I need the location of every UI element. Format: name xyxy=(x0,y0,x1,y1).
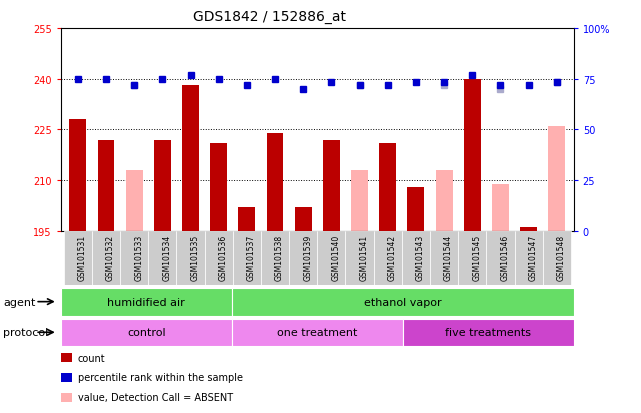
Text: one treatment: one treatment xyxy=(277,327,358,337)
Bar xyxy=(238,208,255,231)
Text: GSM101547: GSM101547 xyxy=(529,234,538,280)
Text: ethanol vapor: ethanol vapor xyxy=(364,297,442,307)
Bar xyxy=(379,144,396,231)
Bar xyxy=(492,184,509,231)
Bar xyxy=(458,231,487,285)
Text: value, Detection Call = ABSENT: value, Detection Call = ABSENT xyxy=(78,392,233,402)
Bar xyxy=(126,171,142,231)
Bar xyxy=(345,231,374,285)
Text: GSM101534: GSM101534 xyxy=(162,234,171,280)
Bar xyxy=(232,288,574,316)
Bar xyxy=(154,140,171,231)
Bar xyxy=(464,79,481,231)
Text: GSM101536: GSM101536 xyxy=(219,234,228,280)
Text: GSM101546: GSM101546 xyxy=(501,234,510,280)
Bar xyxy=(97,140,115,231)
Bar xyxy=(543,231,571,285)
Text: GSM101538: GSM101538 xyxy=(275,234,284,280)
Bar xyxy=(515,231,543,285)
Bar xyxy=(63,231,92,285)
Bar xyxy=(430,231,458,285)
Text: GSM101532: GSM101532 xyxy=(106,234,115,280)
Text: rank, Detection Call = ABSENT: rank, Detection Call = ABSENT xyxy=(78,412,228,413)
Text: GSM101541: GSM101541 xyxy=(360,234,369,280)
Text: GSM101531: GSM101531 xyxy=(78,234,87,280)
Text: GSM101533: GSM101533 xyxy=(134,234,143,280)
Text: GSM101539: GSM101539 xyxy=(303,234,312,280)
Text: control: control xyxy=(127,327,165,337)
Bar xyxy=(374,231,402,285)
Text: agent: agent xyxy=(3,297,36,307)
Text: percentile rank within the sample: percentile rank within the sample xyxy=(78,373,242,382)
Bar xyxy=(92,231,120,285)
Bar xyxy=(436,171,453,231)
Text: five treatments: five treatments xyxy=(445,327,531,337)
Text: GSM101543: GSM101543 xyxy=(416,234,425,280)
Bar xyxy=(204,231,233,285)
Bar xyxy=(232,319,403,346)
Text: GSM101540: GSM101540 xyxy=(331,234,340,280)
Bar xyxy=(176,231,204,285)
Bar xyxy=(289,231,317,285)
Bar xyxy=(402,231,430,285)
Text: GSM101542: GSM101542 xyxy=(388,234,397,280)
Bar xyxy=(233,231,261,285)
Bar xyxy=(69,120,87,231)
Text: GSM101537: GSM101537 xyxy=(247,234,256,280)
Text: GSM101548: GSM101548 xyxy=(557,234,566,280)
Bar xyxy=(351,171,368,231)
Bar xyxy=(267,133,283,231)
Bar xyxy=(148,231,176,285)
Text: GSM101545: GSM101545 xyxy=(472,234,481,280)
Bar xyxy=(295,208,312,231)
Text: GSM101544: GSM101544 xyxy=(444,234,453,280)
Bar xyxy=(210,144,227,231)
Bar xyxy=(261,231,289,285)
Text: GSM101535: GSM101535 xyxy=(190,234,199,280)
Bar xyxy=(403,319,574,346)
Bar xyxy=(408,188,424,231)
Bar xyxy=(120,231,148,285)
Text: protocol: protocol xyxy=(3,328,49,337)
Bar xyxy=(323,140,340,231)
Bar xyxy=(548,127,565,231)
Bar xyxy=(487,231,515,285)
Text: count: count xyxy=(78,353,105,363)
Text: humidified air: humidified air xyxy=(108,297,185,307)
Bar xyxy=(520,228,537,231)
Bar xyxy=(317,231,345,285)
Bar xyxy=(182,86,199,231)
Text: GDS1842 / 152886_at: GDS1842 / 152886_at xyxy=(193,10,345,24)
Bar xyxy=(61,288,232,316)
Bar xyxy=(61,319,232,346)
